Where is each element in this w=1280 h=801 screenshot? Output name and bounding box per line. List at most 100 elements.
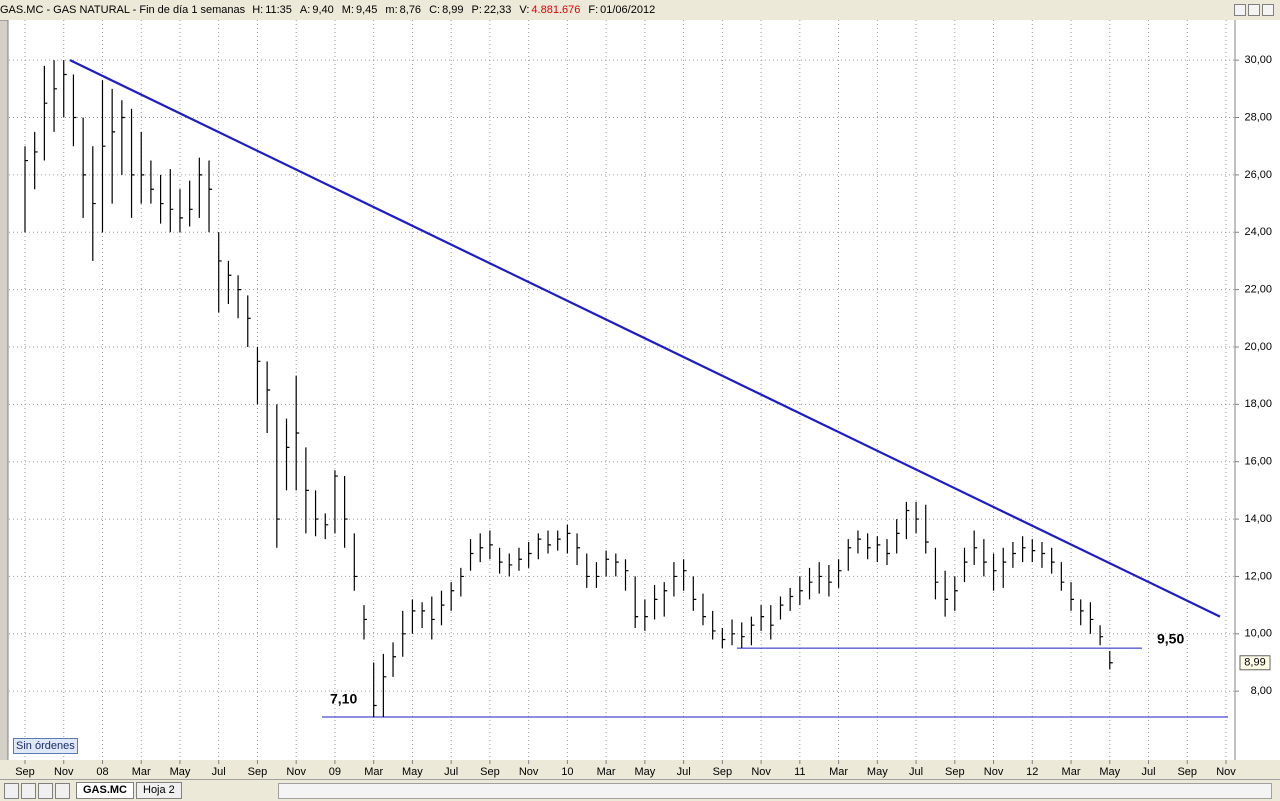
first-sheet-button[interactable]: [4, 783, 19, 799]
field-value: 9,45: [355, 4, 378, 16]
price-bar: [944, 570, 949, 617]
price-bar: [1070, 582, 1075, 611]
maximize-button[interactable]: [1248, 4, 1260, 16]
price-bar: [150, 160, 154, 204]
y-tick-label: 16,00: [1244, 456, 1272, 468]
y-tick-label: 20,00: [1244, 341, 1272, 353]
x-tick-label: May: [1099, 766, 1120, 778]
price-bar: [43, 65, 48, 161]
x-tick-label: Nov: [54, 766, 74, 778]
price-bar: [963, 547, 968, 583]
close-button[interactable]: [1262, 4, 1274, 16]
next-sheet-button[interactable]: [38, 783, 53, 799]
x-tick-label: May: [402, 766, 423, 778]
x-tick-label: 09: [329, 766, 341, 778]
price-bar: [373, 662, 377, 717]
price-bar: [721, 628, 726, 649]
price-bar: [363, 605, 367, 640]
price-bar: [886, 539, 891, 565]
price-bar: [469, 539, 474, 571]
price-bar: [615, 553, 619, 577]
x-tick-label: Nov: [984, 766, 1004, 778]
field-key: A:: [299, 4, 311, 16]
price-bar: [82, 117, 87, 218]
price-bar: [760, 605, 765, 631]
header-field: C: 8,99: [429, 4, 467, 16]
header-field: A: 9,40: [300, 4, 338, 16]
sheet-tab[interactable]: Hoja 2: [136, 782, 182, 799]
price-bar: [634, 576, 639, 629]
price-bar: [1089, 602, 1094, 634]
price-bar: [973, 530, 978, 565]
price-bar: [653, 585, 658, 620]
trendline: [69, 59, 1221, 618]
x-tick-label: 08: [96, 766, 108, 778]
header-field: F: 01/06/2012: [588, 4, 659, 16]
price-bar: [508, 553, 513, 577]
price-bar: [382, 653, 387, 717]
price-bar: [1099, 625, 1104, 646]
price-bar: [808, 567, 813, 600]
x-tick-label: Sep: [15, 766, 35, 778]
y-tick-label: 28,00: [1244, 111, 1272, 123]
y-tick-label: 18,00: [1244, 398, 1272, 410]
price-bar: [954, 576, 958, 611]
field-value: 9,40: [312, 4, 334, 16]
price-bar: [644, 599, 648, 631]
x-tick-label: Sep: [480, 766, 500, 778]
price-bar: [528, 542, 532, 568]
price-bar: [498, 547, 503, 574]
price-bar: [566, 524, 571, 554]
sheet-tab[interactable]: GAS.MC: [76, 782, 134, 799]
price-bar: [663, 582, 668, 617]
price-bar: [925, 504, 929, 554]
x-tick-label: May: [170, 766, 191, 778]
y-tick-label: 12,00: [1244, 570, 1272, 582]
price-bar: [276, 404, 280, 548]
y-axis-strip: [1235, 20, 1280, 760]
header-fields: H: 11:35 A: 9,40 M: 9,45 m: 8,76 C: 8,99 P: 22,33 V:…: [252, 4, 663, 16]
price-bar: [237, 275, 242, 319]
price-bar: [818, 562, 823, 594]
sheet-bar: GAS.MC Hoja 2: [0, 779, 1280, 801]
price-bar: [460, 567, 464, 597]
price-bar: [189, 180, 193, 227]
x-tick-label: 12: [1026, 766, 1038, 778]
header-field: m: 8,76: [385, 4, 425, 16]
x-tick-label: Sep: [1177, 766, 1197, 778]
horizontal-scrollbar[interactable]: [278, 783, 1272, 799]
price-bar: [1002, 547, 1007, 588]
price-bar: [111, 88, 116, 204]
price-bar: [905, 501, 910, 540]
x-tick-label: Jul: [444, 766, 458, 778]
price-bar: [24, 146, 28, 233]
price-bar: [595, 562, 600, 588]
price-bar: [557, 530, 561, 551]
field-value: 22,33: [483, 4, 512, 16]
price-bar: [1080, 599, 1084, 626]
last-price-label: 8,99: [1244, 657, 1265, 669]
field-value: 4.881.676: [531, 4, 581, 16]
x-tick-label: Mar: [364, 766, 383, 778]
minimize-button[interactable]: [1234, 4, 1246, 16]
field-key: m:: [385, 4, 398, 16]
price-bar: [479, 533, 484, 563]
prev-sheet-button[interactable]: [21, 783, 36, 799]
price-bar: [140, 131, 145, 204]
x-tick-label: Mar: [829, 766, 848, 778]
last-sheet-button[interactable]: [55, 783, 70, 799]
price-bar: [489, 530, 493, 560]
price-bar: [334, 470, 338, 534]
header-field: H: 11:35: [252, 4, 296, 16]
x-tick-label: Nov: [519, 766, 539, 778]
last-price-box: [1239, 655, 1271, 671]
price-bar: [208, 160, 213, 233]
price-bar: [934, 547, 939, 600]
price-bar: [741, 622, 745, 649]
orders-button[interactable]: Sin órdenes: [13, 738, 78, 754]
price-bar: [1022, 536, 1026, 563]
price-bar: [411, 599, 416, 634]
price-bar: [828, 564, 832, 597]
price-bar: [344, 476, 348, 548]
